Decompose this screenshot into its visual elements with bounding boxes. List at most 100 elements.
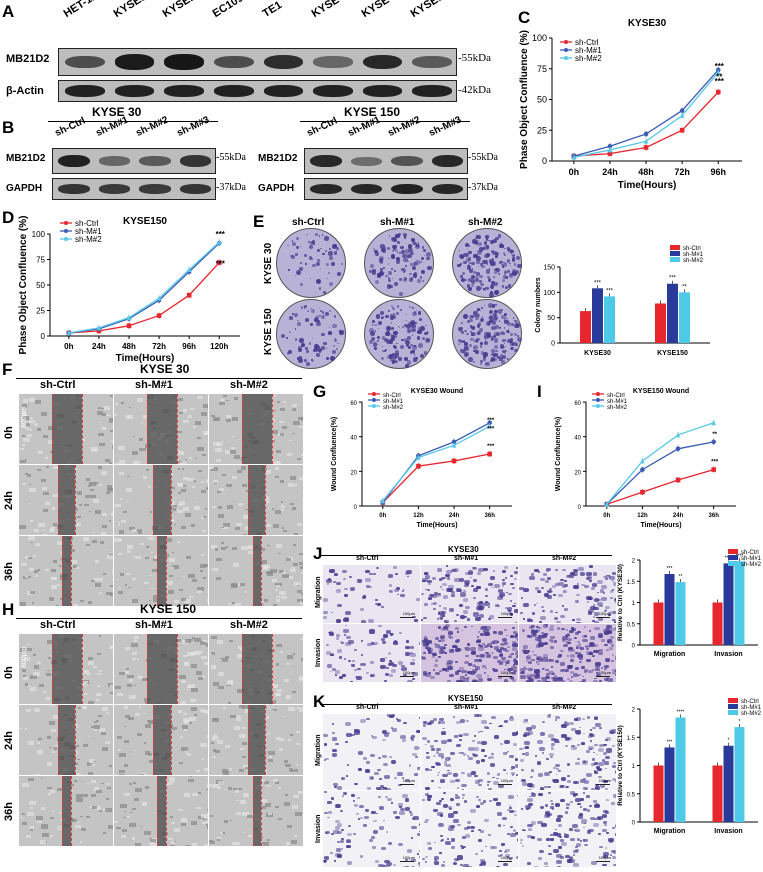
- column-label: sh-M#2: [552, 555, 577, 562]
- cell-texture: [97, 407, 102, 410]
- cell-texture: [29, 591, 35, 594]
- colony: [316, 279, 322, 285]
- stained-cell: [612, 827, 615, 829]
- cell-texture: [207, 777, 208, 780]
- colony: [391, 237, 395, 241]
- colony: [464, 254, 466, 256]
- colony: [476, 241, 482, 247]
- cell-texture: [172, 565, 180, 570]
- stained-cell: [614, 672, 616, 676]
- blot-band: [164, 85, 204, 97]
- stained-cell: [385, 667, 390, 670]
- colony: [501, 331, 505, 335]
- y-tick-label: 2: [632, 559, 636, 565]
- stained-cell: [333, 860, 336, 862]
- stained-cell: [401, 665, 405, 668]
- cell-texture: [302, 599, 303, 603]
- stained-cell: [507, 607, 513, 611]
- cell-texture: [123, 816, 126, 819]
- transwell-image: 100μm: [322, 564, 421, 624]
- stained-cell: [483, 567, 488, 571]
- wound-image: [113, 775, 209, 847]
- cell-texture: [46, 640, 53, 644]
- blot-band: [313, 85, 353, 97]
- stained-cell: [424, 588, 427, 591]
- scale-label: 100μm: [598, 778, 611, 783]
- stained-cell: [329, 631, 334, 635]
- legend-marker: [64, 237, 68, 241]
- cell-texture: [28, 398, 36, 403]
- colony: [473, 311, 478, 316]
- cell-texture: [178, 808, 183, 812]
- stained-cell: [452, 773, 459, 778]
- cell-texture: [119, 498, 123, 501]
- colony: [479, 363, 483, 366]
- colony: [326, 347, 328, 349]
- stained-cell: [408, 811, 412, 814]
- cell-texture: [235, 582, 241, 587]
- stained-cell: [397, 802, 403, 807]
- stained-cell: [507, 667, 513, 672]
- stained-cell: [468, 663, 472, 666]
- stained-cell: [552, 848, 559, 853]
- scale-bar: [498, 861, 512, 862]
- stained-cell: [384, 865, 391, 867]
- stained-cell: [365, 761, 371, 765]
- stained-cell: [387, 842, 392, 846]
- cell-texture: [217, 839, 220, 841]
- data-point: [711, 439, 716, 445]
- cell-texture: [98, 635, 101, 637]
- x-tick-label: 24h: [449, 513, 460, 519]
- colony: [384, 274, 388, 278]
- stained-cell: [567, 774, 571, 777]
- cell-texture: [84, 692, 88, 695]
- cell-texture: [247, 551, 254, 555]
- stained-cell: [526, 655, 532, 659]
- colony: [473, 270, 477, 274]
- cell-texture: [22, 576, 28, 580]
- cell-texture: [207, 426, 208, 431]
- cell-texture: [189, 716, 197, 722]
- cell-texture: [213, 734, 217, 737]
- marker-label: -55kDa: [216, 152, 246, 163]
- colony: [414, 321, 417, 325]
- stained-cell: [547, 714, 551, 717]
- stained-cell: [384, 672, 390, 676]
- cell-texture: [201, 517, 205, 520]
- stained-cell: [536, 658, 539, 661]
- wound-gap: [241, 394, 272, 464]
- cell-texture: [228, 639, 233, 643]
- stained-cell: [501, 642, 505, 645]
- stained-cell: [478, 659, 483, 662]
- cell-texture: [245, 767, 248, 769]
- stained-cell: [559, 614, 565, 619]
- stained-cell: [527, 823, 533, 828]
- scale-bar: [400, 784, 414, 785]
- stained-cell: [545, 680, 552, 682]
- colony: [498, 360, 500, 362]
- colony: [308, 342, 311, 345]
- stained-cell: [521, 671, 526, 675]
- cell-texture: [178, 500, 186, 505]
- cell-texture: [177, 509, 183, 514]
- stained-cell: [543, 679, 548, 682]
- stained-cell: [463, 827, 469, 831]
- cell-texture: [108, 461, 113, 464]
- cell-texture: [288, 575, 294, 579]
- cell-texture: [296, 522, 302, 526]
- stained-cell: [550, 624, 554, 628]
- stained-cell: [410, 738, 415, 741]
- stained-cell: [514, 641, 518, 645]
- stained-cell: [599, 680, 602, 682]
- cell-texture: [96, 789, 102, 794]
- stained-cell: [412, 671, 418, 676]
- colony: [504, 254, 507, 256]
- stained-cell: [602, 820, 608, 824]
- colony: [383, 337, 388, 343]
- stained-cell: [525, 679, 529, 682]
- stained-cell: [513, 814, 517, 817]
- stained-cell: [411, 825, 417, 830]
- stained-cell: [606, 649, 610, 652]
- colony: [418, 342, 424, 348]
- colony: [295, 237, 299, 241]
